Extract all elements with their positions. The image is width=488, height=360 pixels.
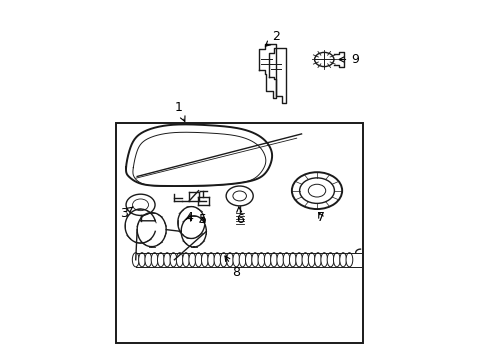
Ellipse shape xyxy=(132,253,139,267)
Text: 1: 1 xyxy=(174,101,184,121)
Ellipse shape xyxy=(270,253,277,267)
Ellipse shape xyxy=(333,253,340,267)
Bar xyxy=(116,123,362,343)
Ellipse shape xyxy=(207,253,214,267)
Ellipse shape xyxy=(151,253,158,267)
Ellipse shape xyxy=(214,253,221,267)
Ellipse shape xyxy=(195,253,202,267)
Ellipse shape xyxy=(289,253,296,267)
Ellipse shape xyxy=(144,253,151,267)
Ellipse shape xyxy=(226,253,233,267)
Text: 2: 2 xyxy=(265,30,280,46)
Ellipse shape xyxy=(232,253,239,267)
Ellipse shape xyxy=(258,253,264,267)
Ellipse shape xyxy=(302,253,308,267)
Ellipse shape xyxy=(251,253,258,267)
Ellipse shape xyxy=(245,253,252,267)
Text: 9: 9 xyxy=(350,53,358,66)
Ellipse shape xyxy=(326,253,333,267)
Ellipse shape xyxy=(182,253,189,267)
Ellipse shape xyxy=(308,253,314,267)
Ellipse shape xyxy=(295,253,302,267)
Ellipse shape xyxy=(201,253,208,267)
Text: 8: 8 xyxy=(224,256,240,279)
Ellipse shape xyxy=(138,253,145,267)
Ellipse shape xyxy=(239,253,245,267)
Text: 3: 3 xyxy=(120,207,132,220)
Ellipse shape xyxy=(264,253,270,267)
Text: 7: 7 xyxy=(316,211,325,224)
Ellipse shape xyxy=(276,253,283,267)
Ellipse shape xyxy=(283,253,289,267)
Ellipse shape xyxy=(170,253,177,267)
Text: 4: 4 xyxy=(185,211,193,224)
Ellipse shape xyxy=(157,253,164,267)
Ellipse shape xyxy=(314,253,321,267)
Ellipse shape xyxy=(188,253,195,267)
Text: 5: 5 xyxy=(198,213,206,226)
Ellipse shape xyxy=(163,253,170,267)
Text: 6: 6 xyxy=(235,207,243,226)
Ellipse shape xyxy=(220,253,226,267)
Ellipse shape xyxy=(339,253,346,267)
Ellipse shape xyxy=(320,253,327,267)
Ellipse shape xyxy=(176,253,183,267)
Ellipse shape xyxy=(346,253,352,267)
